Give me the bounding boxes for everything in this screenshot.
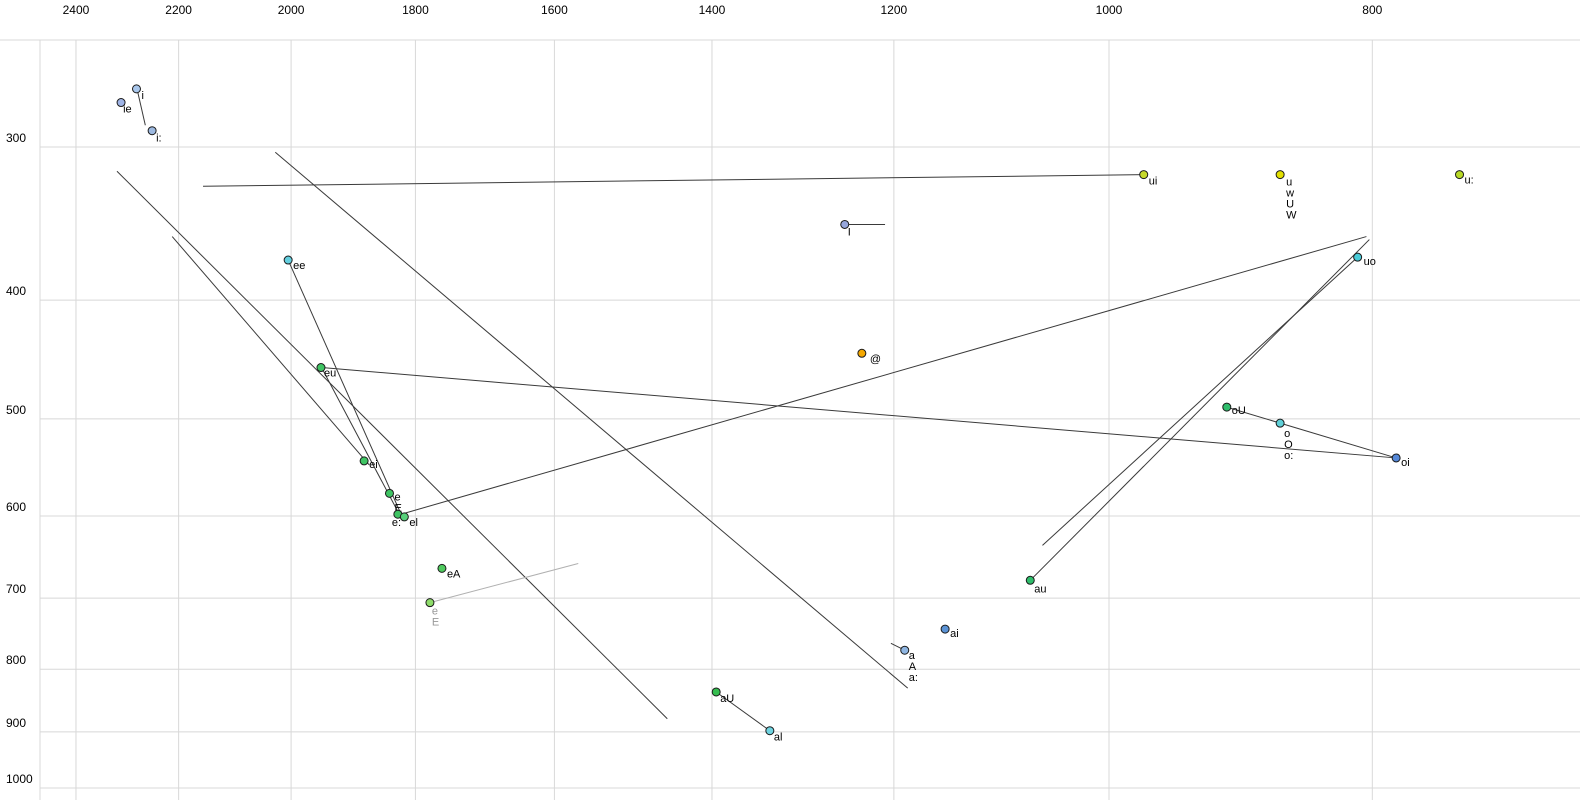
vowel-point-label: o:	[1284, 450, 1293, 462]
x-axis-tick-label: 1800	[402, 3, 429, 17]
trajectory-line	[321, 367, 399, 512]
vowel-point	[940, 624, 950, 634]
vowel-point-label: A	[909, 661, 917, 673]
y-axis-tick-label: 300	[6, 131, 26, 145]
vowel-point-label: el	[409, 517, 418, 529]
vowel-point-label: o	[1284, 428, 1290, 440]
trajectory-line	[1029, 239, 1370, 581]
vowel-point-label: i:	[156, 133, 162, 145]
x-axis-tick-label: 2000	[278, 3, 305, 17]
trajectory-line	[715, 691, 771, 732]
y-axis-tick-label: 900	[6, 716, 26, 730]
y-axis-tick-label: 600	[6, 500, 26, 514]
vowel-point-label: eA	[447, 568, 461, 580]
vowel-point	[1139, 170, 1149, 180]
vowel-point-label: w	[1285, 188, 1294, 200]
vowel-point	[116, 98, 126, 108]
x-axis-tick-label: 800	[1362, 3, 1382, 17]
trajectory-line	[1042, 256, 1358, 546]
vowel-point-label: ie	[123, 104, 132, 116]
vowel-point	[131, 84, 141, 94]
vowel-point	[425, 598, 435, 608]
x-axis-tick-label: 2400	[63, 3, 90, 17]
trajectory-line	[400, 236, 1367, 515]
vowel-point-label: E	[432, 617, 439, 629]
trajectory-line	[171, 236, 370, 466]
vowel-point-label: al	[774, 732, 783, 744]
y-axis-tick-label: 700	[6, 582, 26, 596]
vowel-point-label: ee	[293, 260, 305, 272]
trajectory-line	[287, 259, 402, 515]
trajectory-line	[203, 174, 1144, 187]
vowel-point	[399, 512, 409, 522]
vowel-point	[1455, 170, 1465, 180]
vowel-point	[384, 488, 394, 498]
vowel-point-label: I	[848, 226, 851, 238]
vowel-point	[283, 255, 293, 265]
vowel-point-label: e	[394, 491, 400, 503]
vowel-point	[1391, 453, 1401, 463]
trajectory-line	[321, 367, 1397, 459]
trajectory-line	[116, 170, 668, 720]
vowel-point-label: au	[1034, 583, 1046, 595]
vowel-point-label: eu	[324, 368, 336, 380]
x-axis-tick-label: 1000	[1096, 3, 1123, 17]
vowel-point-label: e	[432, 606, 438, 618]
vowel-point-label: a	[909, 650, 916, 662]
vowel-point	[359, 456, 369, 466]
vowel-point-label: O	[1284, 439, 1293, 451]
vowel-point	[316, 363, 326, 373]
trajectory-line	[274, 151, 909, 689]
x-axis-tick-label: 1200	[881, 3, 908, 17]
vowel-point-label: oU	[1232, 405, 1246, 417]
vowel-point-label: u:	[1465, 175, 1474, 187]
vowel-point	[1275, 170, 1285, 180]
trajectory-line	[429, 563, 579, 604]
vowel-point	[1025, 575, 1035, 585]
x-axis-tick-label: 2200	[165, 3, 192, 17]
vowel-point-label: uo	[1364, 256, 1376, 268]
y-axis-tick-label: 1000	[6, 772, 33, 786]
vowel-point	[147, 126, 157, 136]
trajectory-line	[136, 88, 146, 126]
vowel-point	[1275, 418, 1285, 428]
vowel-point	[840, 219, 850, 229]
y-axis-tick-label: 800	[6, 653, 26, 667]
vowel-point	[1222, 402, 1232, 412]
vowel-point-label: aU	[720, 693, 734, 705]
vowel-point	[711, 687, 721, 697]
vowel-point-label: e:	[392, 517, 401, 529]
y-axis-tick-label: 500	[6, 403, 26, 417]
vowel-point-label: ai	[950, 628, 959, 640]
y-axis-tick-label: 400	[6, 284, 26, 298]
vowel-point-label: @	[870, 353, 881, 365]
vowel-point-label: u	[1286, 177, 1292, 189]
x-axis-tick-label: 1400	[699, 3, 726, 17]
vowel-point	[857, 348, 867, 358]
trajectory-line	[1226, 406, 1397, 459]
vowel-point-label: oi	[1401, 457, 1410, 469]
vowel-point	[1353, 252, 1363, 262]
vowel-point-label: a:	[909, 672, 918, 684]
vowel-point-label: i	[141, 90, 143, 102]
vowel-point-label: E	[394, 502, 401, 514]
vowel-point-label: ui	[1149, 176, 1158, 188]
vowel-point-label: U	[1286, 199, 1294, 211]
vowel-point	[437, 563, 447, 573]
x-axis-tick-label: 1600	[541, 3, 568, 17]
vowel-point-label: ei	[369, 459, 378, 471]
vowel-point	[765, 726, 775, 736]
vowel-point	[900, 645, 910, 655]
vowel-point-label: W	[1286, 210, 1297, 222]
